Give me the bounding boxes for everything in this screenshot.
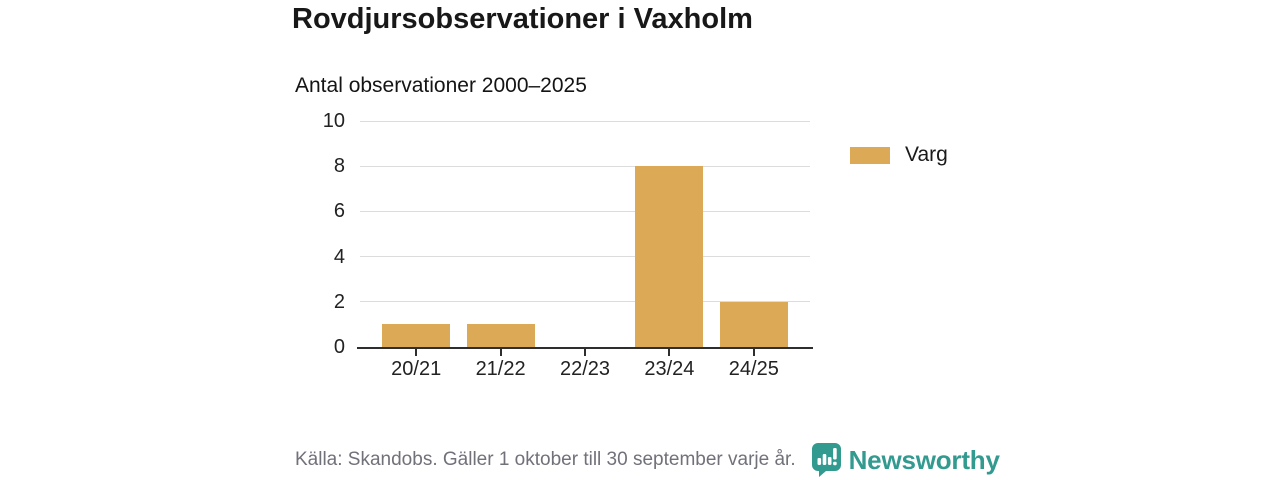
chart-title: Rovdjursobservationer i Vaxholm <box>292 3 753 35</box>
legend-label: Varg <box>905 143 948 166</box>
y-tick-label: 6 <box>333 200 345 223</box>
x-tick-label: 20/21 <box>391 358 442 380</box>
brand-name: Newsworthy <box>848 444 1000 475</box>
bar-20-21 <box>382 324 451 347</box>
y-tick-label: 0 <box>333 336 345 358</box>
y-axis: 0 2 4 6 8 10 <box>290 110 345 358</box>
gridline <box>360 120 810 122</box>
bar-24-25 <box>719 301 788 347</box>
newsworthy-logo-icon <box>811 443 841 477</box>
y-tick-label: 10 <box>322 110 345 132</box>
plot-area: 20/21 21/22 22/23 23/24 24/25 <box>357 120 813 380</box>
footer: Källa: Skandobs. Gäller 1 oktober till 3… <box>295 443 1000 477</box>
legend-swatch <box>850 146 890 164</box>
x-tick-label: 23/24 <box>644 358 695 380</box>
legend-item: Varg <box>850 143 948 167</box>
x-tick <box>584 347 586 356</box>
x-tick-label: 21/22 <box>475 358 526 380</box>
gridline <box>360 301 810 303</box>
y-tick-label: 2 <box>333 290 345 313</box>
x-tick <box>668 347 671 356</box>
chart-subtitle: Antal observationer 2000–2025 <box>295 74 587 97</box>
y-tick-label: 8 <box>333 155 345 178</box>
gridline <box>360 256 810 258</box>
legend: Varg <box>850 143 948 167</box>
gridline <box>360 165 810 167</box>
x-tick <box>752 347 755 356</box>
x-tick <box>499 347 502 356</box>
brand: Newsworthy <box>811 443 1000 477</box>
source-note: Källa: Skandobs. Gäller 1 oktober till 3… <box>295 449 796 470</box>
bar-21-22 <box>466 324 535 347</box>
x-tick-label: 24/25 <box>728 358 779 380</box>
x-tick <box>415 347 418 356</box>
bar-23-24 <box>635 166 704 347</box>
y-tick-label: 4 <box>333 245 345 268</box>
gridline <box>360 210 810 212</box>
x-tick-label: 22/23 <box>559 358 611 380</box>
